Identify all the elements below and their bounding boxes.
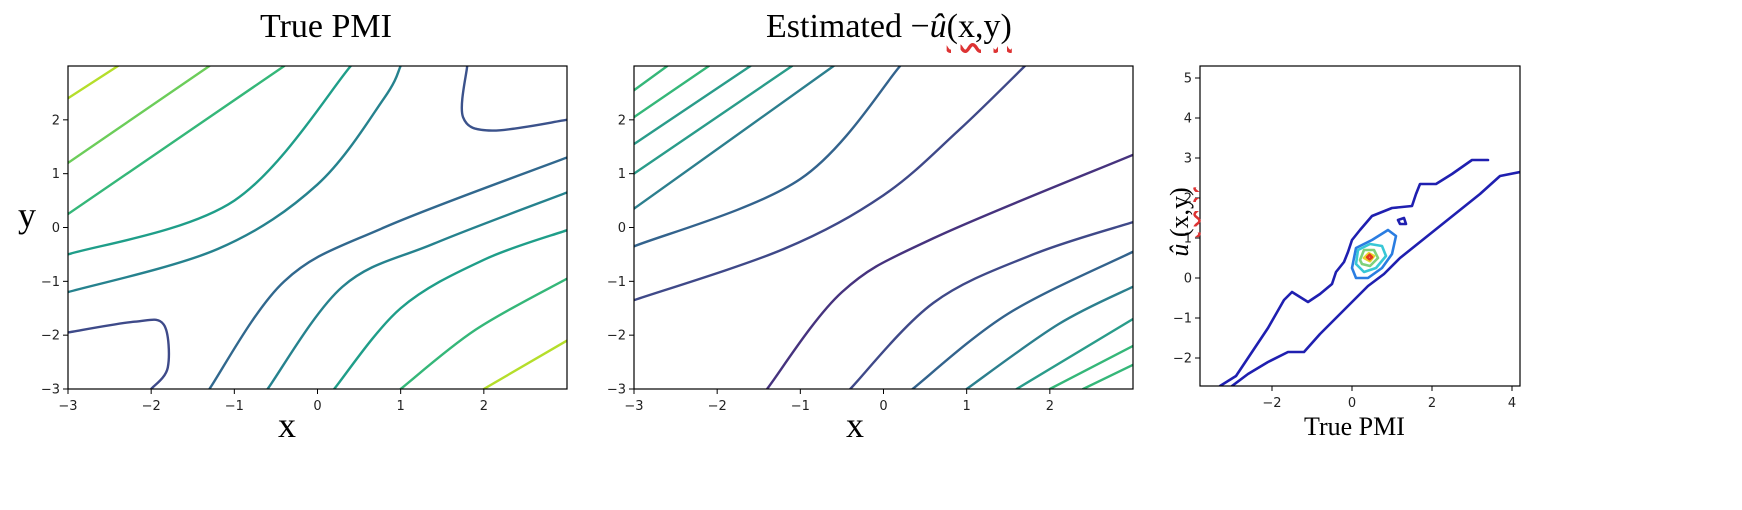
panel2-ytick-label: −1 (607, 275, 626, 290)
panel3-ylabel-suffix: (x,y) (1165, 187, 1194, 238)
panel2-title: Estimated −û(x,y) (766, 8, 1012, 46)
panel2-group: −3 −2 −1 0 1 2 −3 −2 −1 0 1 2 (607, 65, 1134, 414)
panel1-ytick-label: −2 (41, 329, 60, 344)
panel3-contour-line-4 (1354, 242, 1388, 274)
panel2-xtick-label: 2 (1046, 399, 1054, 414)
panel1-xtick-label: −1 (225, 399, 244, 414)
panel2-contour-line-12 (1048, 344, 1133, 389)
panel2-ytick-label: 1 (618, 167, 626, 182)
panel2-xtick-label: 1 (963, 399, 971, 414)
panel1-contour-line-5 (460, 66, 567, 132)
panel3-xtick-label: −2 (1262, 396, 1281, 411)
panel2-ytick-label: 0 (618, 221, 626, 236)
panel3-contour-line-2 (1396, 216, 1408, 226)
panel2-xtick-label: −1 (791, 399, 810, 414)
panel3-group: −2 0 2 4 −2 −1 0 1 2 3 4 5 (1173, 65, 1521, 411)
panel1-contour-line-4 (68, 66, 402, 294)
panel2-title-suffix: (x,y) (946, 8, 1012, 45)
panel2-title-prefix: Estimated − (766, 8, 930, 45)
panel2-contour-line-4 (634, 66, 835, 210)
panel1-ylabel: y (18, 195, 36, 235)
panel1-xtick-label: −2 (142, 399, 161, 414)
panel3-ytick-label: 5 (1184, 72, 1192, 87)
panel1-contour-line-11 (482, 339, 567, 389)
panel3-ytick-label: −2 (1173, 352, 1192, 367)
panel3-contour-line-3 (1350, 228, 1398, 280)
panel3-frame (1199, 65, 1521, 387)
panel1-frame (67, 65, 568, 390)
panel2-contour-line-3 (634, 66, 794, 175)
panel2-ytick-label: −2 (607, 329, 626, 344)
panel1-ytick-label: 1 (52, 167, 60, 182)
panel1-contour-line-1 (68, 66, 211, 165)
panel1-contour-line-10 (399, 277, 567, 389)
panel3-ytick-label: 1 (1184, 232, 1192, 247)
panel2-xtick-label: −3 (624, 399, 643, 414)
panel1-ytick-label: −3 (41, 383, 60, 398)
panel3-xtick-label: 4 (1508, 396, 1516, 411)
panel3-contour-line-1 (1230, 170, 1520, 386)
panel3-xtick-label: 2 (1428, 396, 1436, 411)
panel1-ytick-label: −1 (41, 275, 60, 290)
panel3-ytick-label: 0 (1184, 272, 1192, 287)
panel1-contour-line-7 (208, 156, 567, 389)
panel2-contour-line-8 (849, 220, 1133, 389)
panel1-xtick-label: 0 (313, 399, 321, 414)
panel2-xtick-label: 0 (879, 399, 887, 414)
panel3-ytick-label: 2 (1184, 192, 1192, 207)
panel1-contour-line-6 (68, 318, 171, 389)
panel2-xtick-label: −2 (708, 399, 727, 414)
panel3-ylabel-uhat: û (1165, 243, 1194, 257)
panel2-title-uhat: û (929, 8, 947, 45)
panel1-ytick-label: 0 (52, 221, 60, 236)
panel1-xtick-label: −3 (58, 399, 77, 414)
panel3-contour-line-5 (1358, 248, 1380, 268)
panel1-xlabel: x (278, 405, 296, 445)
panel3-contour-line-7 (1365, 253, 1374, 261)
panel1-title: True PMI (260, 8, 392, 45)
panel2-xlabel: x (846, 405, 864, 445)
panel3-xlabel: True PMI (1304, 412, 1405, 441)
panel1-group: −3 −2 −1 0 1 2 −3 −2 −1 0 1 2 (41, 65, 568, 414)
panel2-contour-line-7 (765, 153, 1133, 389)
panel2-contour-line-6 (634, 66, 1027, 302)
panel2-contour-line-0 (634, 66, 669, 92)
panel1-xtick-label: 1 (397, 399, 405, 414)
panel2-contour-line-10 (965, 285, 1133, 389)
panel3-contours (1218, 158, 1520, 386)
panel3-contour-line-6 (1362, 251, 1376, 263)
panel1-contour-line-9 (332, 228, 567, 389)
panel2-contour-line-1 (634, 66, 711, 119)
panel1-contour-line-8 (266, 191, 567, 389)
panel1-contours (68, 66, 567, 389)
panel2-contour-line-2 (634, 66, 752, 146)
panel2-ytick-label: 2 (618, 113, 626, 128)
panel2-contour-line-9 (911, 250, 1133, 389)
panel3-ylabel: û (x,y) (1165, 187, 1195, 256)
panel2-ytick-label: −3 (607, 383, 626, 398)
panel2-contours (634, 66, 1133, 389)
panel3-contour-line-0 (1218, 158, 1490, 386)
panel2-contour-line-11 (1015, 317, 1133, 389)
panel2-frame (633, 65, 1134, 390)
panel1-xtick-label: 2 (480, 399, 488, 414)
panel3-xtick-label: 0 (1348, 396, 1356, 411)
panel1-ytick-label: 2 (52, 113, 60, 128)
panel2-contour-line-13 (1081, 363, 1133, 389)
panel1-contour-line-3 (68, 66, 352, 256)
panel1-contour-line-2 (68, 66, 286, 216)
panel3-ytick-label: −1 (1173, 312, 1192, 327)
panel3-ytick-label: 3 (1184, 152, 1192, 167)
panel3-ytick-label: 4 (1184, 112, 1192, 127)
panel1-contour-line-0 (68, 66, 120, 100)
panel2-contour-line-5 (634, 66, 902, 248)
